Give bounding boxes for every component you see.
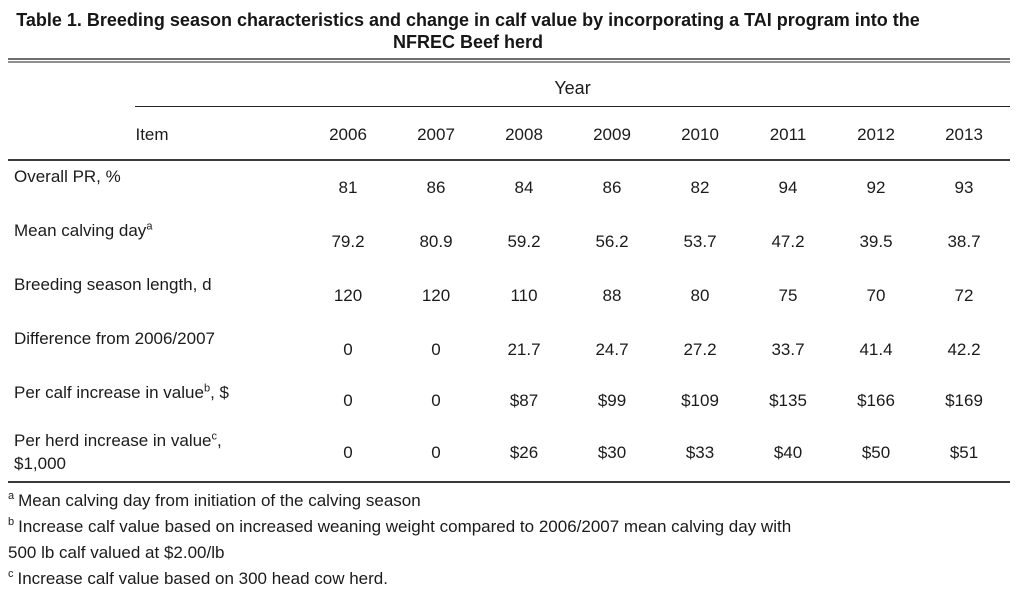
cell-value: $33: [685, 443, 715, 462]
table-bottom-rule: [8, 481, 1010, 483]
superscript-mark: c: [211, 430, 218, 443]
cell-value: 80: [690, 286, 710, 305]
cell-value: $169: [945, 391, 983, 410]
table-header-row: Item 2006 2007 2008 2009 2010 2011 2012 …: [0, 107, 1024, 159]
cell-value: 72: [954, 286, 974, 305]
cell-value: $51: [949, 443, 979, 462]
column-header-year-2012: 2012: [857, 125, 895, 144]
cell-value: 84: [514, 178, 534, 197]
superscript-mark: a: [146, 220, 153, 233]
cell-value: 86: [426, 178, 446, 197]
cell-value: 80.9: [419, 232, 453, 251]
cell-value: 110: [510, 286, 538, 305]
footnote-b-text: Increase calf value based on increased w…: [8, 517, 792, 562]
row-label: Per calf increase in valueb, $: [14, 382, 229, 402]
row-label: Overall PR, %: [14, 167, 121, 186]
table-row-difference-from-2006-2007: Difference from 2006/2007 0 0 21.7 24.7 …: [0, 323, 1024, 377]
table-title: Table 1. Breeding season characteristics…: [16, 10, 920, 52]
column-header-year-2008: 2008: [505, 125, 543, 144]
cell-value: 120: [421, 286, 451, 305]
cell-value: 0: [343, 391, 353, 410]
cell-value: 0: [431, 340, 441, 359]
table-row-overall-pr: Overall PR, % 81 86 84 86 82 94 92 93: [0, 161, 1024, 215]
footnote-a-mark: a: [8, 490, 15, 503]
row-label: Difference from 2006/2007: [14, 329, 215, 348]
cell-value: 24.7: [595, 340, 629, 359]
row-label: Mean calving daya: [14, 220, 153, 240]
cell-value: 41.4: [859, 340, 893, 359]
column-header-year-2009: 2009: [593, 125, 631, 144]
column-header-year-2013: 2013: [945, 125, 983, 144]
column-header-year-2006: 2006: [329, 125, 367, 144]
cell-value: 0: [431, 443, 441, 462]
cell-value: 93: [954, 178, 974, 197]
cell-value: 21.7: [507, 340, 541, 359]
cell-value: $109: [681, 391, 719, 410]
cell-value: 47.2: [771, 232, 805, 251]
column-header-year-2010: 2010: [681, 125, 719, 144]
cell-value: 86: [602, 178, 622, 197]
table-row-per-calf-increase: Per calf increase in valueb, $ 0 0 $87 $…: [0, 377, 1024, 425]
footnotes: a Mean calving day from initiation of the…: [0, 483, 1024, 592]
table-row-per-herd-increase: Per herd increase in valuec, $1,000 0 0 …: [0, 425, 1024, 481]
cell-value: 27.2: [683, 340, 717, 359]
footnote-c-text: Increase calf value based on 300 head co…: [17, 569, 388, 588]
row-label: Breeding season length, d: [14, 275, 212, 294]
cell-value: 56.2: [595, 232, 629, 251]
column-header-year-2007: 2007: [417, 125, 455, 144]
column-header-year-2011: 2011: [769, 125, 807, 144]
cell-value: $40: [773, 443, 803, 462]
cell-value: 39.5: [859, 232, 893, 251]
year-span-header: Year: [135, 63, 1010, 107]
cell-value: 120: [333, 286, 363, 305]
cell-value: 38.7: [947, 232, 981, 251]
cell-value: 70: [866, 286, 886, 305]
footnote-c-mark: c: [8, 568, 14, 581]
footnote-b: b Increase calf value based on increased …: [8, 514, 808, 566]
top-double-rule: [8, 58, 1010, 63]
column-header-item: Item: [135, 125, 169, 144]
cell-value: 94: [778, 178, 798, 197]
cell-value: 59.2: [507, 232, 541, 251]
cell-value: $50: [861, 443, 891, 462]
cell-value: 81: [338, 178, 358, 197]
table-row-breeding-season-length: Breeding season length, d 120 120 110 88…: [0, 269, 1024, 323]
cell-value: 0: [431, 391, 441, 410]
year-span-label: Year: [554, 78, 591, 98]
table-row-mean-calving-day: Mean calving daya 79.2 80.9 59.2 56.2 53…: [0, 215, 1024, 269]
cell-value: 33.7: [771, 340, 805, 359]
footnote-b-mark: b: [8, 516, 15, 529]
cell-value: $99: [597, 391, 627, 410]
cell-value: 0: [343, 443, 353, 462]
cell-value: 42.2: [947, 340, 981, 359]
footnote-c: c Increase calf value based on 300 head c…: [8, 566, 994, 592]
cell-value: 92: [866, 178, 886, 197]
cell-value: $166: [857, 391, 895, 410]
footnote-a-text: Mean calving day from initiation of the …: [18, 491, 421, 510]
cell-value: $26: [509, 443, 539, 462]
cell-value: 53.7: [683, 232, 717, 251]
cell-value: $30: [597, 443, 627, 462]
cell-value: 0: [343, 340, 353, 359]
cell-value: $135: [769, 391, 807, 410]
row-label: Per herd increase in valuec, $1,000: [14, 430, 222, 473]
cell-value: 88: [602, 286, 622, 305]
header-bottom-rule: [8, 159, 1010, 161]
cell-value: 75: [778, 286, 798, 305]
cell-value: 82: [690, 178, 710, 197]
table-body: Overall PR, % 81 86 84 86 82 94 92 93 Me…: [0, 161, 1024, 481]
cell-value: 79.2: [331, 232, 365, 251]
footnote-a: a Mean calving day from initiation of the…: [8, 488, 994, 514]
cell-value: $87: [509, 391, 539, 410]
superscript-mark: b: [203, 382, 211, 395]
